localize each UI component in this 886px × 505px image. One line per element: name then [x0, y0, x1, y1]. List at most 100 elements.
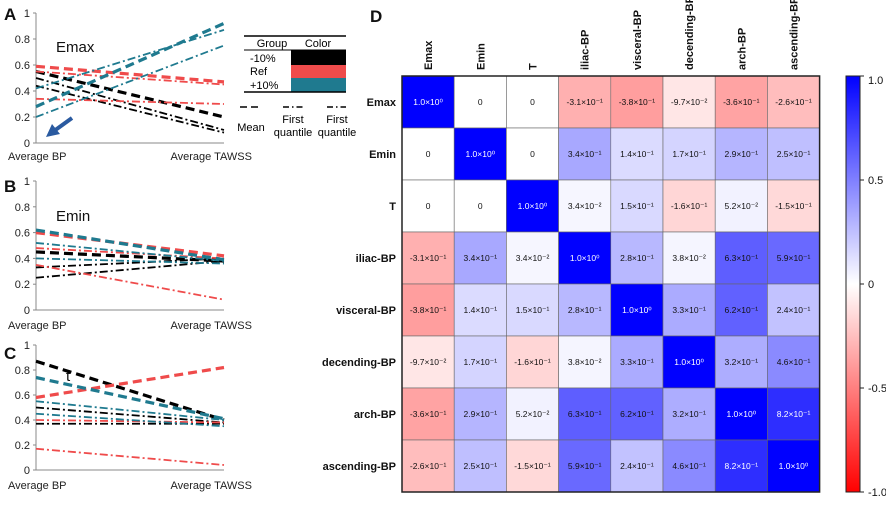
heatmap-row-label: iliac-BP — [356, 253, 396, 265]
heatmap-column-label: Emin — [475, 43, 487, 70]
heatmap-cell-label: 2.9×10⁻¹ — [464, 409, 498, 419]
heatmap-row-label: visceral-BP — [336, 305, 396, 317]
heatmap-cell-label: -3.1×10⁻¹ — [410, 253, 447, 263]
correlation-heatmap: 1.0×10⁰ 0 0 -3.1×10⁻¹ -3.8×10⁻¹ -9.7×10⁻² -3.6… — [322, 0, 821, 493]
heatmap-cell-label: -9.7×10⁻² — [671, 97, 708, 107]
heatmap-cell — [506, 179, 559, 233]
heatmap-column-label: T — [528, 63, 540, 70]
heatmap-cell-label: 5.9×10⁻¹ — [777, 253, 811, 263]
panel-label-a: A — [4, 5, 16, 24]
heatmap-cell-label: 1.0×10⁰ — [465, 149, 495, 159]
legend-style-first-1a: First — [282, 114, 303, 126]
heatmap-cell-label: 1.0×10⁰ — [570, 253, 600, 263]
heatmap-cell-label: 6.3×10⁻¹ — [725, 253, 759, 263]
heatmap-cell-label: 3.3×10⁻¹ — [620, 357, 654, 367]
heatmap-cell — [662, 179, 716, 233]
heatmap-cell-label: -1.6×10⁻¹ — [671, 201, 708, 211]
heatmap-cell — [610, 231, 664, 285]
heatmap-cell-label: 5.2×10⁻² — [725, 201, 759, 211]
heatmap-cell-label: 5.9×10⁻¹ — [568, 461, 602, 471]
legend-style-first-2a: First — [326, 114, 347, 126]
heatmap-cell-label: -1.6×10⁻¹ — [514, 357, 551, 367]
colorbar: 1.0 0.5 0 -0.5 -1.0 — [845, 75, 886, 499]
series-line-plus10pct-dashdot — [35, 257, 225, 265]
y-tick-label: 0.8 — [15, 365, 30, 377]
series-line-plus10pct-dashdot — [35, 44, 225, 118]
heatmap-cell-label: -2.6×10⁻¹ — [410, 461, 447, 471]
heatmap-cell — [506, 335, 559, 389]
heatmap-cell-label: -3.8×10⁻¹ — [410, 305, 447, 315]
heatmap-cell — [453, 387, 507, 441]
heatmap-cell-label: 1.0×10⁰ — [674, 357, 704, 367]
heatmap-cell-label: 0 — [426, 201, 431, 211]
series-line-plus10pct-mean — [35, 228, 225, 262]
heatmap-cell-label: 2.5×10⁻¹ — [777, 149, 811, 159]
heatmap-cell-label: 1.4×10⁻¹ — [620, 149, 654, 159]
x-label-bp: Average BP — [8, 320, 67, 332]
legend-group-ref: Ref — [250, 66, 268, 78]
heatmap-cell — [506, 75, 559, 129]
y-tick-label: 0.6 — [15, 228, 30, 240]
heatmap-row-label: Emax — [367, 97, 397, 109]
heatmap-row-label: arch-BP — [354, 409, 396, 421]
heatmap-cell — [662, 439, 716, 493]
heatmap-cell — [506, 231, 559, 285]
heatmap-row-label: decending-BP — [322, 357, 396, 369]
y-tick-label: 0.2 — [15, 440, 30, 452]
heatmap-cell — [662, 75, 716, 129]
heatmap-cell-label: -1.5×10⁻¹ — [775, 201, 812, 211]
heatmap-cell — [558, 231, 612, 285]
heatmap-row-label: T — [389, 201, 396, 213]
legend-style-mean: Mean — [237, 122, 265, 134]
series-line-Ref-dashdot — [35, 247, 225, 260]
legend-style-first-1b: quantile — [274, 127, 313, 139]
colorbar-tick-label: -0.5 — [868, 383, 886, 395]
series-line-Ref-dashdot — [35, 97, 225, 105]
heatmap-cell — [453, 75, 507, 129]
heatmap-column-label: ascending-BP — [789, 0, 801, 70]
heatmap-cell — [558, 439, 612, 493]
heatmap-cell — [558, 335, 612, 389]
legend-group-header: Group — [257, 38, 288, 50]
heatmap-cell — [767, 127, 820, 181]
heatmap-cell-label: 3.3×10⁻¹ — [672, 305, 706, 315]
heatmap-cell-label: 3.4×10⁻² — [568, 201, 602, 211]
heatmap-cell-label: 3.8×10⁻² — [568, 357, 602, 367]
y-tick-label: 0.4 — [15, 415, 30, 427]
heatmap-cell-label: 1.5×10⁻¹ — [516, 305, 550, 315]
heatmap-cell-label: -3.8×10⁻¹ — [619, 97, 656, 107]
heatmap-cell — [767, 387, 820, 441]
line-chart-emax: 0 0.2 0.4 0.6 0.8 1 Average BP Average TAWSS Ema… — [8, 8, 252, 163]
heatmap-cell — [401, 127, 455, 181]
heatmap-cell — [453, 127, 507, 181]
heatmap-cell-label: -3.1×10⁻¹ — [567, 97, 604, 107]
heatmap-cell — [662, 335, 716, 389]
panel-label-c: C — [4, 344, 16, 363]
series-line-minus10pct-dashdot — [35, 77, 225, 131]
heatmap-cell — [610, 387, 664, 441]
heatmap-cell-label: 0 — [530, 149, 535, 159]
heatmap-cell-label: 1.0×10⁰ — [779, 461, 809, 471]
y-tick-label: 1 — [24, 8, 30, 20]
heatmap-cell-label: 8.2×10⁻¹ — [777, 409, 811, 419]
heatmap-cell — [453, 179, 507, 233]
heatmap-cell-label: 2.5×10⁻¹ — [464, 461, 498, 471]
series-line-Ref-mean — [35, 365, 225, 400]
heatmap-row-label: ascending-BP — [323, 461, 396, 473]
line-chart-t: 0 0.2 0.4 0.6 0.8 1 Average BP Average TAWSS t — [8, 340, 252, 492]
y-tick-label: 0.8 — [15, 34, 30, 46]
heatmap-cell-label: 3.2×10⁻¹ — [672, 409, 706, 419]
heatmap-column-label: visceral-BP — [632, 10, 644, 70]
heatmap-column-label: decending-BP — [684, 0, 696, 70]
legend-swatch-minus10 — [291, 50, 346, 65]
legend-swatch-plus10 — [291, 78, 346, 92]
heatmap-cell-label: 1.7×10⁻¹ — [672, 149, 706, 159]
panel-label-d: D — [370, 7, 382, 26]
legend-group-plus10: +10% — [250, 80, 279, 92]
colorbar-tick-label: 0.5 — [868, 175, 883, 187]
heatmap-cell-label: 2.9×10⁻¹ — [725, 149, 759, 159]
heatmap-cell-label: 3.4×10⁻¹ — [568, 149, 602, 159]
y-tick-label: 0.8 — [15, 202, 30, 214]
y-tick-label: 0.2 — [15, 112, 30, 124]
series-line-Ref-dashdot — [35, 263, 225, 301]
